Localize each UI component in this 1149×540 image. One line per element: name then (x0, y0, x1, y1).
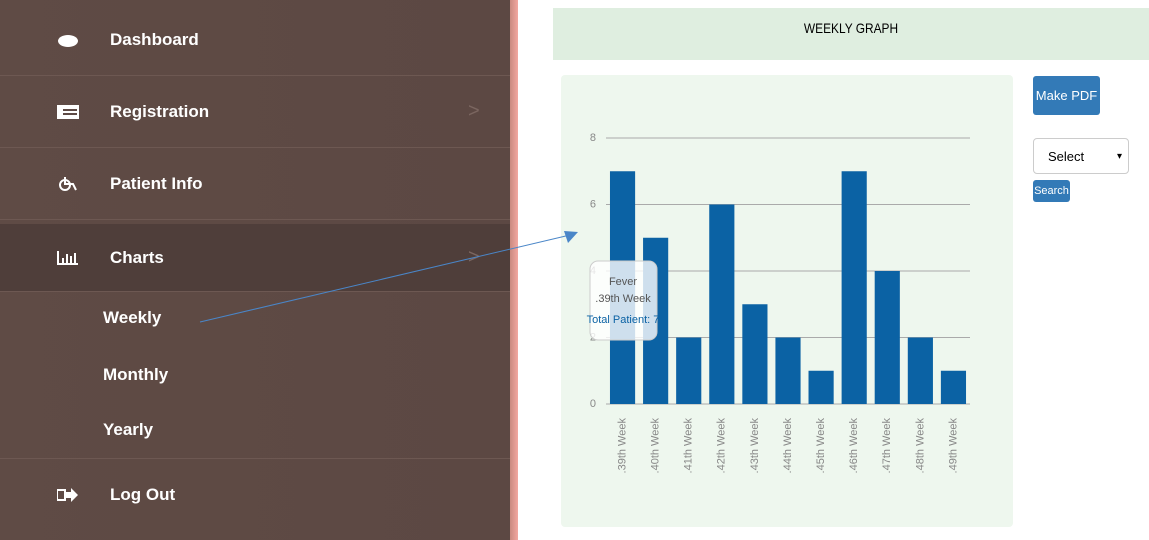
x-tick-label: .39th Week (616, 418, 628, 474)
arrow (199, 234, 571, 323)
icon (57, 104, 79, 119)
nav-item[interactable]: Dashboard (0, 4, 510, 76)
divider (510, 0, 518, 540)
submenu-item[interactable]: Yearly (103, 420, 154, 439)
y-tick-label: 6 (590, 198, 596, 210)
tooltip-category: .39th Week (595, 293, 651, 305)
page-title: WEEKLY GRAPH (803, 20, 899, 36)
tooltip-series: Fever (609, 276, 637, 288)
nav-item[interactable]: Registration > (0, 76, 510, 148)
x-tick-label: .43th Week (749, 418, 761, 474)
tooltip (589, 260, 658, 341)
icon (57, 250, 78, 265)
x-tick-label: .41th Week (683, 418, 695, 474)
x-tick-label: .47th Week (881, 418, 893, 474)
bar (775, 337, 801, 404)
nav-label: Dashboard (110, 29, 199, 49)
chevron: > (468, 100, 480, 122)
x-tick-label: .42th Week (716, 418, 728, 474)
x-tick-label: .44th Week (782, 418, 794, 474)
icon (57, 487, 78, 502)
header: WEEKLY GRAPH (553, 8, 1149, 60)
nav-item[interactable]: Charts > (0, 224, 510, 292)
bar (841, 171, 867, 404)
bar (874, 271, 900, 404)
bar (940, 370, 967, 404)
x-tick-label: .46th Week (848, 418, 860, 474)
x-tick-label: .40th Week (650, 418, 662, 474)
y-tick-label: 0 (590, 398, 596, 410)
x-tick-label: .48th Week (914, 418, 926, 474)
sidebar: Dashboard Registration > Patient Info Cha… (0, 0, 510, 540)
y-tick-label: 8 (590, 132, 596, 144)
tooltip-value: Total Patient: 7 (587, 314, 660, 326)
select[interactable]: Select (1033, 138, 1129, 174)
nav-item[interactable]: Patient Info (0, 148, 510, 220)
bar (676, 337, 702, 404)
bar (709, 204, 735, 404)
icon (59, 176, 77, 191)
arrow-head (564, 231, 578, 243)
pdf-button[interactable]: Make PDF (1033, 76, 1100, 115)
search-button[interactable]: Search (1033, 180, 1070, 202)
submenu-item[interactable]: Weekly (103, 308, 162, 327)
chart-panel (561, 75, 1013, 527)
submenu-item[interactable]: Monthly (103, 365, 169, 384)
bar (808, 370, 834, 404)
nav-item[interactable]: Log Out (0, 458, 510, 530)
chevron: > (468, 246, 480, 268)
nav-label: Registration (110, 101, 210, 121)
nav-label: Patient Info (110, 173, 203, 193)
x-tick-label: .49th Week (947, 418, 959, 474)
bar (742, 304, 768, 404)
nav-label: Log Out (110, 484, 176, 504)
nav-label: Charts (110, 247, 164, 267)
x-tick-label: .45th Week (815, 418, 827, 474)
bar (907, 337, 933, 404)
select-label: Select (1048, 148, 1085, 164)
icon (58, 34, 78, 47)
